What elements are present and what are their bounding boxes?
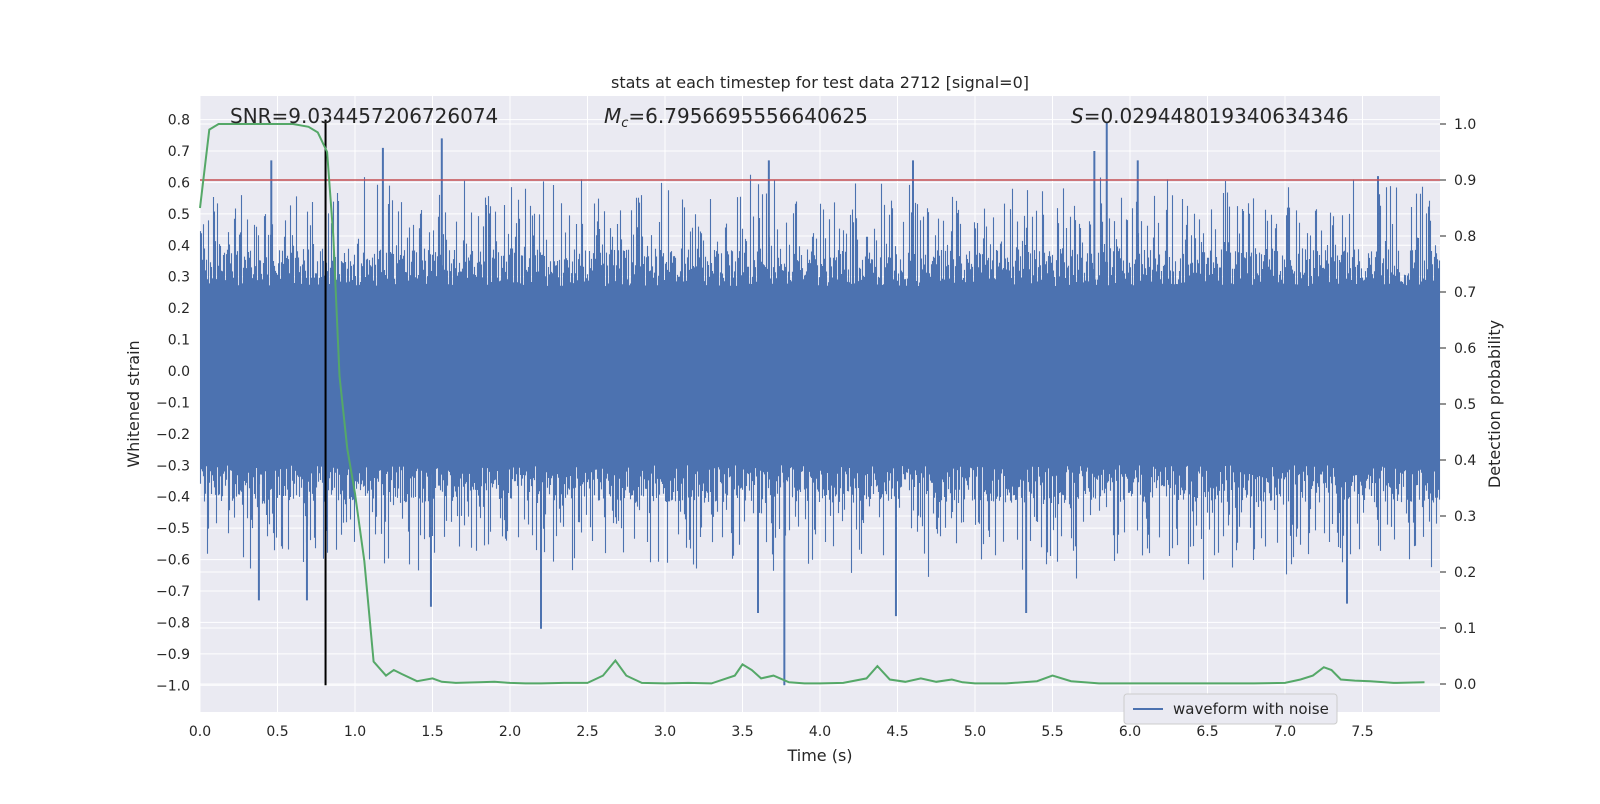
y-tick-label: 0.7: [168, 144, 190, 160]
y2-tick-label: 0.2: [1454, 565, 1476, 581]
x-tick-label: 3.0: [654, 724, 676, 740]
y-tick-label: −0.7: [156, 584, 190, 600]
y2-tick-label: 0.0: [1454, 677, 1476, 693]
y2-tick-label: 0.8: [1454, 229, 1476, 245]
legend: waveform with noise: [1123, 693, 1338, 725]
y-tick-label: 0.8: [168, 113, 190, 129]
y2-axis-label: Detection probability: [1485, 320, 1504, 488]
y2-tick-label: 0.9: [1454, 173, 1476, 189]
y-tick-label: 0.4: [168, 238, 190, 254]
x-axis: 0.0 0.5 1.0 1.5 2.0 2.5 3.0 3.5 4.0 4.5 5.0 5.5 6.0 6…: [189, 724, 1374, 740]
y2-tick-label: 0.3: [1454, 509, 1476, 525]
x-tick-label: 5.5: [1041, 724, 1063, 740]
y2-tick-label: 1.0: [1454, 117, 1476, 133]
y-tick-label: 0.1: [168, 333, 190, 349]
y-tick-label: −1.0: [156, 678, 190, 694]
x-tick-label: 2.5: [576, 724, 598, 740]
y-tick-label: 0.3: [168, 270, 190, 286]
y-tick-label: −0.8: [156, 615, 190, 631]
x-tick-label: 1.5: [421, 724, 443, 740]
waveform-series: [199, 122, 1441, 686]
x-tick-label: 5.0: [964, 724, 986, 740]
x-tick-label: 4.0: [809, 724, 831, 740]
y-tick-label: −0.5: [156, 521, 190, 537]
y-tick-label: 0.0: [168, 364, 190, 380]
x-tick-label: 6.0: [1119, 724, 1141, 740]
reference-lines: [200, 119, 1440, 686]
x-tick-label: 0.0: [189, 724, 211, 740]
x-tick-label: 6.5: [1196, 724, 1218, 740]
y-tick-label: −0.1: [156, 395, 190, 411]
probability-series: [199, 123, 1425, 685]
x-tick-label: 7.5: [1351, 724, 1373, 740]
y2-tick-label: 0.6: [1454, 341, 1476, 357]
x-tick-label: 4.5: [886, 724, 908, 740]
s-annotation: S=0.029448019340634346: [1071, 104, 1349, 128]
y-tick-label: −0.2: [156, 427, 190, 443]
y-tick-label: 0.2: [168, 301, 190, 317]
y2-tick-label: 0.7: [1454, 285, 1476, 301]
y2-tick-label: 0.1: [1454, 621, 1476, 637]
y-tick-label: −0.6: [156, 553, 190, 569]
x-axis-label: Time (s): [786, 746, 852, 765]
probability-line: [199, 123, 1425, 685]
legend-label: waveform with noise: [1173, 700, 1329, 718]
y2-tick-label: 0.4: [1454, 453, 1476, 469]
y-tick-label: −0.3: [156, 458, 190, 474]
y-tick-label: −0.4: [156, 490, 190, 506]
y-axis-left: 0.8 0.7 0.6 0.5 0.4 0.3 0.2 0.1 0.0 −0.1 −0.2 −0.3 −…: [156, 113, 190, 695]
legend-box: [1123, 693, 1338, 725]
y-axis-right: 1.0 0.9 0.8 0.7 0.6 0.5 0.4 0.3 0.2 0.1 0.0: [1440, 117, 1476, 693]
x-tick-label: 1.0: [344, 724, 366, 740]
y-axis-label: Whitened strain: [124, 340, 143, 467]
y-tick-label: 0.6: [168, 175, 190, 191]
x-tick-label: 2.0: [499, 724, 521, 740]
snr-annotation: SNR=9.034457206726074: [230, 104, 498, 128]
y-tick-label: −0.9: [156, 647, 190, 663]
x-tick-label: 3.5: [731, 724, 753, 740]
x-tick-label: 0.5: [266, 724, 288, 740]
y-tick-label: 0.5: [168, 207, 190, 223]
x-tick-label: 7.0: [1274, 724, 1296, 740]
chart-title: stats at each timestep for test data 271…: [611, 73, 1029, 92]
y2-tick-label: 0.5: [1454, 397, 1476, 413]
mc-annotation: Mc=6.7956695556640625: [604, 104, 868, 131]
